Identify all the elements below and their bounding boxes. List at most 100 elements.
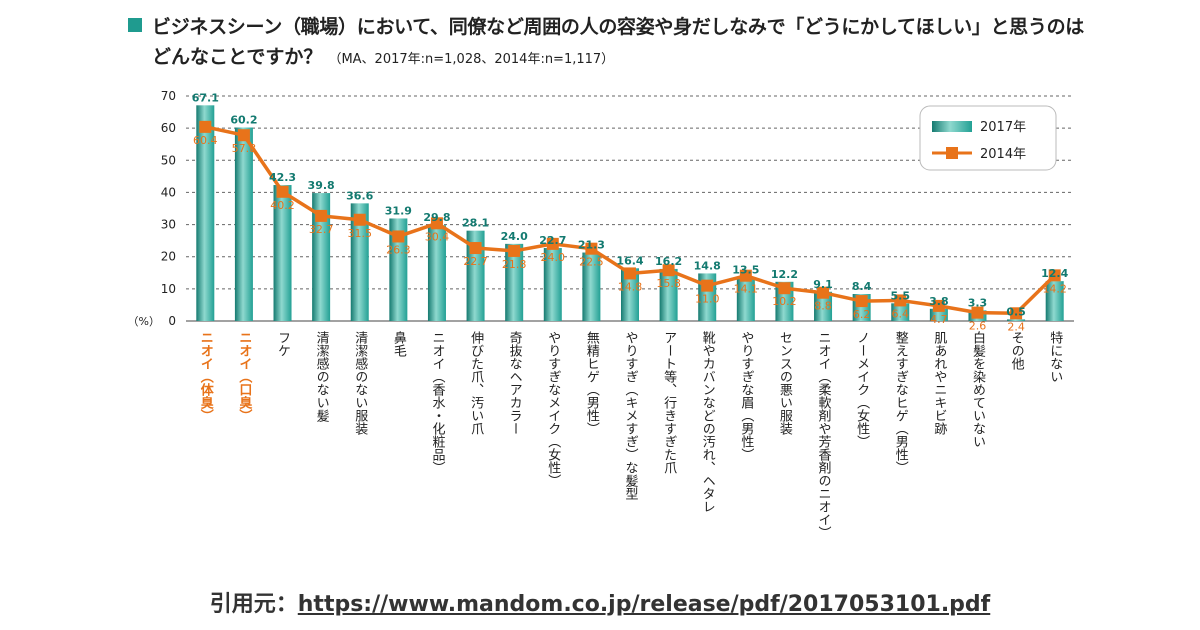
point-2014 xyxy=(315,209,328,222)
category-label: 特にない xyxy=(1047,331,1063,383)
legend-label-2014: 2014年 xyxy=(980,147,1026,162)
category-label: ニオイ（柔軟剤や芳香剤のニオイ） xyxy=(816,331,832,539)
point-2014 xyxy=(276,185,289,198)
data-label-2014: 31.5 xyxy=(347,227,372,240)
data-label-2014: 8.8 xyxy=(814,300,832,313)
y-tick-label-40: 40 xyxy=(161,185,176,199)
data-label-2017: 13.5 xyxy=(732,264,759,277)
category-label: ニオイ（体臭） xyxy=(198,331,215,422)
bars-2017 xyxy=(196,105,1064,321)
data-label-2014: 26.3 xyxy=(386,243,411,256)
y-tick-label-30: 30 xyxy=(161,218,176,232)
bar-2017 xyxy=(814,291,833,321)
category-label: フケ xyxy=(275,331,290,357)
data-label-2017: 3.8 xyxy=(929,295,949,308)
point-2014 xyxy=(469,242,482,255)
data-label-2017: 28.1 xyxy=(462,217,489,230)
category-label: 鼻毛 xyxy=(391,330,407,357)
point-2014 xyxy=(353,213,366,226)
data-label-2017: 0.5 xyxy=(1006,305,1026,318)
point-2014 xyxy=(1010,307,1023,320)
legend-label-2017: 2017年 xyxy=(980,120,1026,135)
data-label-2014: 2.6 xyxy=(969,320,987,333)
point-2014 xyxy=(894,294,907,307)
point-2014 xyxy=(778,282,791,295)
data-label-2014: 30.4 xyxy=(425,230,450,243)
y-axis: 0 10 20 30 40 50 60 70 （%） xyxy=(128,89,1074,328)
category-label: 整えすぎなヒゲ（男性） xyxy=(893,331,909,474)
bar-2017 xyxy=(659,268,678,321)
point-2014 xyxy=(855,295,868,308)
title-line-1: ビジネスシーン（職場）において、同僚など周囲の人の容姿や身だしなみで「どうにかし… xyxy=(152,16,1084,38)
data-label-2017: 21.3 xyxy=(578,239,605,252)
category-label: センスの悪い服装 xyxy=(777,331,793,435)
data-label-2017: 16.4 xyxy=(616,254,643,267)
bar-2017 xyxy=(427,225,446,321)
point-2014 xyxy=(585,242,598,255)
data-label-2014: 14.2 xyxy=(1042,282,1067,295)
point-2014 xyxy=(624,267,636,280)
point-2014 xyxy=(971,306,984,319)
category-label: アート等、行きすぎた爪 xyxy=(661,331,677,474)
data-label-2014: 15.8 xyxy=(656,277,681,290)
source-prefix: 引用元： xyxy=(209,592,298,617)
line-2014 xyxy=(199,120,1061,320)
y-tick-label-60: 60 xyxy=(161,121,176,135)
category-label: ノーメイク（女性） xyxy=(854,331,870,448)
category-label: 奇抜なヘアカラー xyxy=(507,330,523,435)
bar-2017 xyxy=(196,105,215,321)
y-tick-label-0: 0 xyxy=(168,314,176,328)
data-label-2014: 22.7 xyxy=(463,255,488,268)
point-2014 xyxy=(392,230,405,243)
data-label-2014: 21.8 xyxy=(502,258,527,271)
data-label-2014: 10.2 xyxy=(772,295,797,308)
data-label-2017: 22.7 xyxy=(539,234,566,247)
bar-2017 xyxy=(389,218,408,321)
data-label-2014: 24.0 xyxy=(541,251,566,264)
data-label-2014: 6.2 xyxy=(853,308,871,321)
bar-2017 xyxy=(505,243,524,321)
point-2014 xyxy=(817,286,830,299)
data-label-2017: 12.4 xyxy=(1041,267,1068,280)
y-tick-label-10: 10 xyxy=(161,282,176,296)
title-sample-note: （MA、2017年:n=1,028、2014年:n=1,117） xyxy=(328,52,615,67)
point-2014 xyxy=(932,299,945,312)
data-label-2017: 8.4 xyxy=(852,280,872,293)
point-2014 xyxy=(508,244,521,257)
data-label-2017: 42.3 xyxy=(269,171,296,184)
data-label-2017: 29.8 xyxy=(423,211,450,224)
data-label-2017: 31.9 xyxy=(385,204,412,217)
category-label: 清潔感のない髪 xyxy=(314,331,330,422)
bar-2017 xyxy=(621,268,639,321)
bar-2017 xyxy=(891,303,910,321)
bar-2017 xyxy=(543,248,562,321)
bar-2017 xyxy=(1045,281,1064,321)
data-label-2017: 67.1 xyxy=(192,91,219,104)
category-label: やりすぎなメイク（女性） xyxy=(545,331,561,487)
point-2014 xyxy=(199,120,212,133)
category-label: 白髪を染めていない xyxy=(970,330,986,448)
legend: 2017年 2014年 xyxy=(919,105,1057,171)
point-2014 xyxy=(1048,269,1061,282)
legend-swatch-2014-marker xyxy=(946,147,958,159)
category-label: 伸びた爪、汚い爪 xyxy=(468,331,484,435)
point-2014 xyxy=(701,279,714,292)
point-2014 xyxy=(662,264,675,277)
data-label-2017: 39.8 xyxy=(308,179,335,192)
data-label-2014: 32.7 xyxy=(309,223,334,236)
bar-2017 xyxy=(350,203,369,321)
y-tick-label-70: 70 xyxy=(161,89,176,103)
y-axis-unit-label: （%） xyxy=(128,315,160,328)
source-link[interactable]: https://www.mandom.co.jp/release/pdf/201… xyxy=(297,592,991,617)
point-2014 xyxy=(739,269,752,282)
category-label: やりすぎな眉（男性） xyxy=(738,331,754,461)
category-label: ニオイ（香水・化粧品） xyxy=(429,331,445,474)
category-labels: ニオイ（体臭） ニオイ（口臭） フケ 清潔感のない髪 清潔感のない服装 鼻毛 ニオイ（香水・… xyxy=(198,330,1063,539)
data-label-2014: 6.4 xyxy=(892,307,910,320)
data-label-2014: 2.4 xyxy=(1007,320,1025,333)
category-label: ニオイ（口臭） xyxy=(236,331,253,422)
legend-swatch-2017 xyxy=(932,121,972,132)
source-citation: 引用元：https://www.mandom.co.jp/release/pdf… xyxy=(0,586,1200,618)
data-label-2017: 14.8 xyxy=(694,259,721,272)
